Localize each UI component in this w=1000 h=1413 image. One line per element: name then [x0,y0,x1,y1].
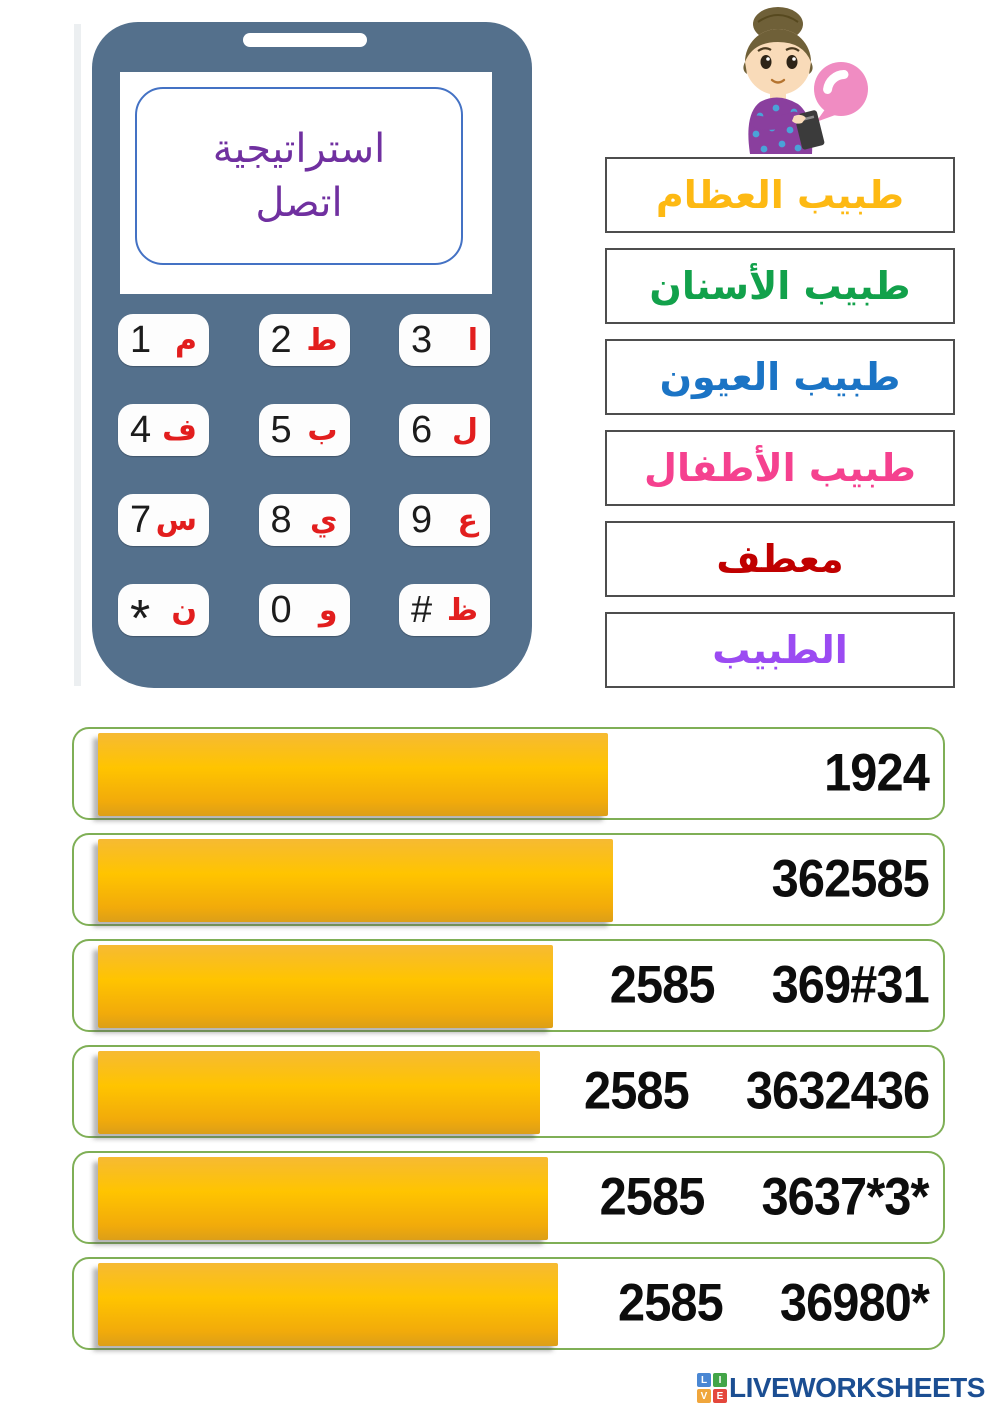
answer-bar [98,1051,540,1134]
brand-wordmark: LIVEWORKSHEETS [729,1372,985,1403]
key-number: 6 [411,409,433,451]
key-letter: ل [451,412,478,448]
answer-row-2[interactable]: 362585 [72,833,945,926]
phone-speaker [243,33,367,47]
label-eye-doctor[interactable]: طبيب العيون [605,339,955,415]
answer-numbers: 2585 3632436 [583,1060,930,1121]
label-text: طبيب الأسنان [649,264,911,308]
label-pediatrician[interactable]: طبيب الأطفال [605,430,955,506]
answer-numbers: 2585 36980* [618,1272,930,1333]
grid-letter: L [697,1373,711,1387]
answer-number: 369#31 [771,954,930,1014]
label-the-doctor[interactable]: الطبيب [605,612,955,688]
key-number: 2 [270,319,292,361]
answer-number: 3637*3* [761,1166,930,1226]
answer-numbers: 2585 369#31 [609,954,930,1015]
phone-call-bubble-icon [814,62,868,122]
clipart-edge [74,24,81,686]
key-number: 1 [130,319,152,361]
label-text: طبيب العيون [659,355,901,399]
answer-row-6[interactable]: 2585 36980* [72,1257,945,1350]
screen-title-line2: اتصل [255,180,343,226]
key-letter: ف [162,412,197,448]
liveworksheets-logo[interactable]: L I V E LIVEWORKSHEETS [697,1372,985,1404]
key-letter: ب [307,412,338,448]
grid-letter: V [697,1389,711,1403]
girl-with-phone-illustration [743,7,868,154]
answer-number: 3632436 [745,1060,930,1120]
key-hash-zha[interactable]: # ظ [399,584,490,636]
liveworksheets-grid-icon: L I V E [697,1373,727,1403]
answer-row-5[interactable]: 2585 3637*3* [72,1151,945,1244]
key-letter: و [318,592,338,628]
answer-number: 2585 [618,1272,724,1332]
key-number: * [130,590,151,648]
key-number: 5 [270,409,292,451]
key-number: # [411,589,433,631]
answer-bar [98,733,608,816]
label-dentist[interactable]: طبيب الأسنان [605,248,955,324]
answer-bar [98,1263,558,1346]
answer-bar [98,1157,548,1240]
answer-number: 2585 [600,1166,706,1226]
label-text: معطف [716,537,844,581]
key-number: 3 [411,319,433,361]
answer-number: 36980* [779,1272,930,1332]
key-letter: ظ [446,592,478,628]
screen-title-line1: استراتيجية [212,126,386,172]
label-text: طبيب العظام [655,173,905,217]
answer-number: 362585 [771,848,930,908]
answer-numbers: 1924 [824,742,930,803]
answer-numbers: 2585 3637*3* [600,1166,930,1227]
answer-number: 2585 [583,1060,690,1120]
key-letter: ع [457,502,479,538]
answer-numbers: 362585 [771,848,930,909]
answer-number: 2585 [609,954,716,1014]
answer-row-list: 1924 362585 2585 369#31 2585 3632436 2585 3… [72,727,945,1363]
key-letter: م [175,322,197,358]
label-bones-doctor[interactable]: طبيب العظام [605,157,955,233]
key-letter: ط [306,322,338,358]
key-letter: ا [467,322,478,358]
key-letter: ي [310,502,338,538]
grid-letter: I [713,1373,727,1387]
answer-bar [98,945,553,1028]
label-text: طبيب الأطفال [644,446,916,490]
grid-letter: E [713,1389,727,1403]
answer-bar [98,839,613,922]
answer-row-4[interactable]: 2585 3632436 [72,1045,945,1138]
word-label-list: طبيب العظام طبيب الأسنان طبيب العيون طبي… [605,157,955,703]
answer-row-1[interactable]: 1924 [72,727,945,820]
key-number: 8 [270,499,292,541]
key-letter: س [155,502,197,538]
answer-number: 1924 [824,742,930,802]
label-coat[interactable]: معطف [605,521,955,597]
phone-screen: استراتيجية اتصل [120,72,492,294]
phone-screen-title-box: استراتيجية اتصل [135,87,463,265]
key-number: 7 [130,499,152,541]
answer-row-3[interactable]: 2585 369#31 [72,939,945,1032]
label-text: الطبيب [712,628,848,672]
key-number: 4 [130,409,152,451]
key-star-nun[interactable]: * ن [118,584,209,648]
key-letter: ن [171,592,197,628]
key-number: 0 [270,589,292,631]
key-number: 9 [411,499,433,541]
